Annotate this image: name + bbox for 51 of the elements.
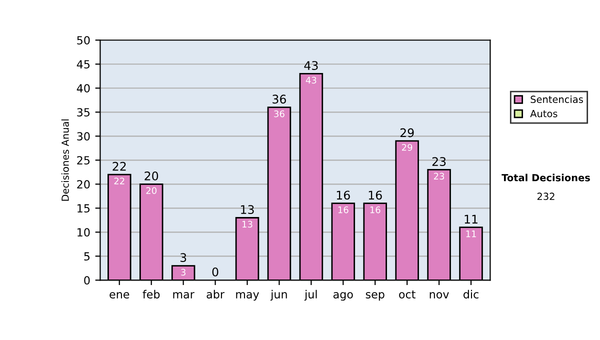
total-label: 3 [180, 253, 186, 262]
x-tick-label: nov [430, 292, 449, 298]
data-label: 11 [466, 230, 476, 238]
x-tick-label: sep [366, 292, 384, 301]
total-label: 20 [144, 171, 158, 180]
total-label: 13 [241, 205, 254, 214]
y-tick-label: 25 [77, 156, 90, 165]
y-tick-label: 10 [78, 228, 90, 237]
total-label: 29 [400, 128, 414, 138]
total-label: 22 [112, 162, 126, 171]
data-label: 13 [242, 220, 252, 228]
y-tick-label: 45 [76, 60, 90, 69]
x-tick-label: ago [333, 292, 353, 301]
total-label: 16 [368, 190, 382, 200]
total-label: 36 [272, 94, 286, 104]
x-tick-label: oct [399, 290, 416, 298]
x-tick-label: jul [304, 290, 317, 301]
text: Total Decisiones [502, 174, 590, 182]
total-label: 16 [336, 190, 350, 200]
y-tick-label: 35 [77, 108, 90, 117]
data-label: 3 [181, 268, 186, 276]
y-tick-label: 5 [84, 252, 90, 261]
data-label: 29 [402, 144, 412, 151]
data-label: 23 [434, 172, 444, 180]
y-tick-label: 15 [78, 204, 90, 213]
x-tick-label: mar [173, 292, 194, 298]
total-label: 23 [432, 157, 446, 166]
legend-label: Sentencias [530, 95, 583, 104]
y-tick-label: 50 [77, 36, 90, 44]
x-tick-label: abr [206, 290, 224, 298]
data-label: 16 [370, 206, 380, 214]
total-label: 11 [464, 214, 478, 224]
x-tick-label: jun [270, 290, 287, 301]
data-label: 20 [146, 187, 156, 194]
data-label: 43 [306, 76, 316, 84]
x-tick-label: dic [464, 290, 478, 298]
x-tick-label: ene [110, 292, 130, 298]
y-tick-label: 20 [77, 180, 90, 189]
y-axis-title: Decisiones Anual [61, 119, 69, 201]
data-label: 22 [114, 178, 124, 184]
y-tick-label: 0 [84, 276, 90, 285]
y-tick-label: 30 [77, 132, 90, 141]
x-tick-label: may [236, 292, 260, 301]
text: 232 [537, 192, 554, 200]
y-tick-label: 40 [76, 84, 90, 93]
total-label: 43 [304, 61, 318, 70]
legend-label: Autos [530, 110, 558, 118]
data-label: 36 [274, 110, 284, 118]
data-label: 16 [338, 206, 348, 214]
x-tick-label: feb [142, 290, 160, 298]
total-label: 0 [212, 268, 218, 276]
